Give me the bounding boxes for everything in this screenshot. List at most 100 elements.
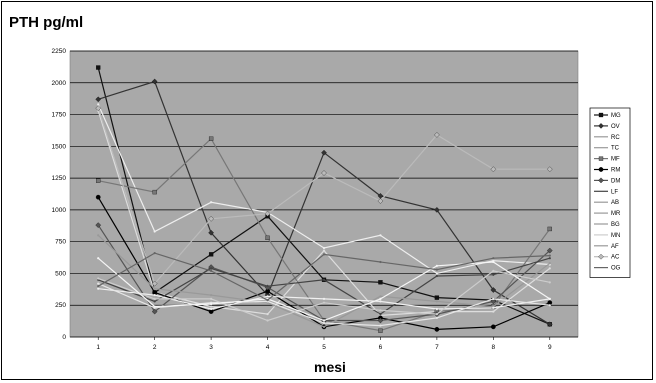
data-point-mr-1 <box>97 287 100 290</box>
legend-box <box>589 107 631 278</box>
data-point-mn-7 <box>435 313 438 316</box>
data-point-mn-9 <box>548 281 551 284</box>
data-point-ac-6 <box>377 198 384 204</box>
data-point-lf-2 <box>153 300 156 303</box>
data-point-rc-4 <box>266 313 269 316</box>
data-point-ab-5 <box>322 325 326 328</box>
data-point-ac-7 <box>434 132 440 138</box>
data-point-bg-9 <box>548 304 551 307</box>
legend-label-rc: RC <box>611 135 620 141</box>
legend-item-rm: RM <box>594 167 620 174</box>
x-tick-label-0: 1 <box>96 344 100 351</box>
data-point-ac-3 <box>208 215 214 222</box>
data-point-ab-3 <box>210 293 213 297</box>
data-point-mf-4 <box>265 235 270 241</box>
legend-item-ac: AC <box>594 253 620 261</box>
legend-marker-mf <box>598 156 604 161</box>
data-point-dm-9 <box>546 247 553 254</box>
data-point-ac-2 <box>151 280 158 287</box>
x-axis-label: mesi <box>314 359 346 375</box>
data-point-mg-6 <box>378 280 383 285</box>
data-point-mf-6 <box>378 328 383 333</box>
data-point-mf-3 <box>208 136 214 141</box>
data-point-mr-4 <box>266 295 269 298</box>
data-point-rm-1 <box>95 194 101 200</box>
data-point-dm-8 <box>490 298 497 305</box>
data-point-af-7 <box>435 264 438 267</box>
data-point-ov-5 <box>321 149 327 156</box>
data-point-ov-3 <box>208 229 214 236</box>
data-point-mf-1 <box>96 178 101 183</box>
data-point-og-3 <box>210 269 213 273</box>
legend-label-ac: AC <box>611 255 620 261</box>
data-point-af-6 <box>379 297 382 300</box>
series-af <box>97 257 551 322</box>
y-tick-label-8: 2000 <box>52 80 67 87</box>
data-point-bg-1 <box>97 282 100 285</box>
data-point-mn-3 <box>210 297 213 300</box>
series-mn <box>97 269 551 322</box>
legend-label-mn: MN <box>611 233 620 239</box>
y-tick-label-6: 1500 <box>52 143 67 150</box>
data-point-ov-9 <box>546 321 553 328</box>
data-point-tc-5 <box>322 246 326 250</box>
data-point-af-8 <box>492 260 495 264</box>
data-point-lf-6 <box>379 313 382 316</box>
data-point-mf-2 <box>152 189 157 195</box>
legend-marker-mg <box>598 112 604 118</box>
legend-label-mr: MR <box>611 211 621 217</box>
data-point-rc-3 <box>210 305 213 308</box>
data-point-og-2 <box>153 252 156 255</box>
data-point-mr-7 <box>435 307 438 311</box>
legend-label-tc: TC <box>611 146 620 152</box>
data-point-ac-1 <box>95 105 102 112</box>
legend-item-ov: OV <box>594 123 620 130</box>
y-tick-label-1: 250 <box>55 302 66 309</box>
data-point-rc-8 <box>492 310 495 313</box>
x-tick-label-8: 9 <box>548 344 552 351</box>
legend-label-af: AF <box>611 244 619 250</box>
legend: MG OV RC TC MF RM DM LF AB MR BG MN AF AC OG <box>589 107 631 278</box>
x-tick-label-4: 5 <box>322 344 326 351</box>
data-point-tc-7 <box>435 272 438 275</box>
legend-label-lf: LF <box>611 189 618 195</box>
data-point-mr-3 <box>210 307 213 311</box>
y-tick-label-4: 1000 <box>52 207 67 214</box>
series-ac <box>95 105 553 287</box>
legend-item-rc: RC <box>594 135 620 141</box>
data-point-bg-5 <box>322 321 326 325</box>
data-point-og-4 <box>266 299 269 302</box>
data-point-mf-9 <box>547 226 552 232</box>
data-point-rc-5 <box>322 249 326 252</box>
x-tick-label-3: 4 <box>266 344 270 351</box>
y-tick-label-5: 1250 <box>52 175 67 182</box>
data-point-ac-4 <box>264 210 271 217</box>
data-point-ab-9 <box>548 262 551 265</box>
x-tick-label-2: 3 <box>209 344 213 351</box>
data-point-mr-5 <box>322 297 326 300</box>
data-point-mn-6 <box>379 309 382 312</box>
data-point-mn-8 <box>492 269 495 273</box>
data-point-lf-3 <box>210 267 213 270</box>
data-point-tc-3 <box>210 201 213 204</box>
data-point-og-6 <box>379 260 382 264</box>
data-point-bg-6 <box>379 324 382 327</box>
data-point-og-1 <box>97 285 100 288</box>
legend-label-mf: MF <box>611 157 620 163</box>
data-point-mn-4 <box>266 319 269 322</box>
data-point-lf-5 <box>322 278 326 281</box>
data-point-mr-8 <box>492 306 495 309</box>
data-point-af-1 <box>97 257 100 260</box>
legend-marker-dm <box>598 177 604 184</box>
data-point-mg-1 <box>96 65 101 70</box>
data-point-ov-2 <box>151 78 158 85</box>
data-point-mn-2 <box>153 297 156 300</box>
data-point-tc-6 <box>379 234 382 237</box>
data-point-og-5 <box>322 253 326 256</box>
data-point-mn-5 <box>322 301 326 304</box>
legend-marker-rm <box>598 167 604 172</box>
data-point-af-3 <box>210 302 213 306</box>
data-point-ac-5 <box>321 170 327 176</box>
data-point-bg-7 <box>435 316 438 320</box>
